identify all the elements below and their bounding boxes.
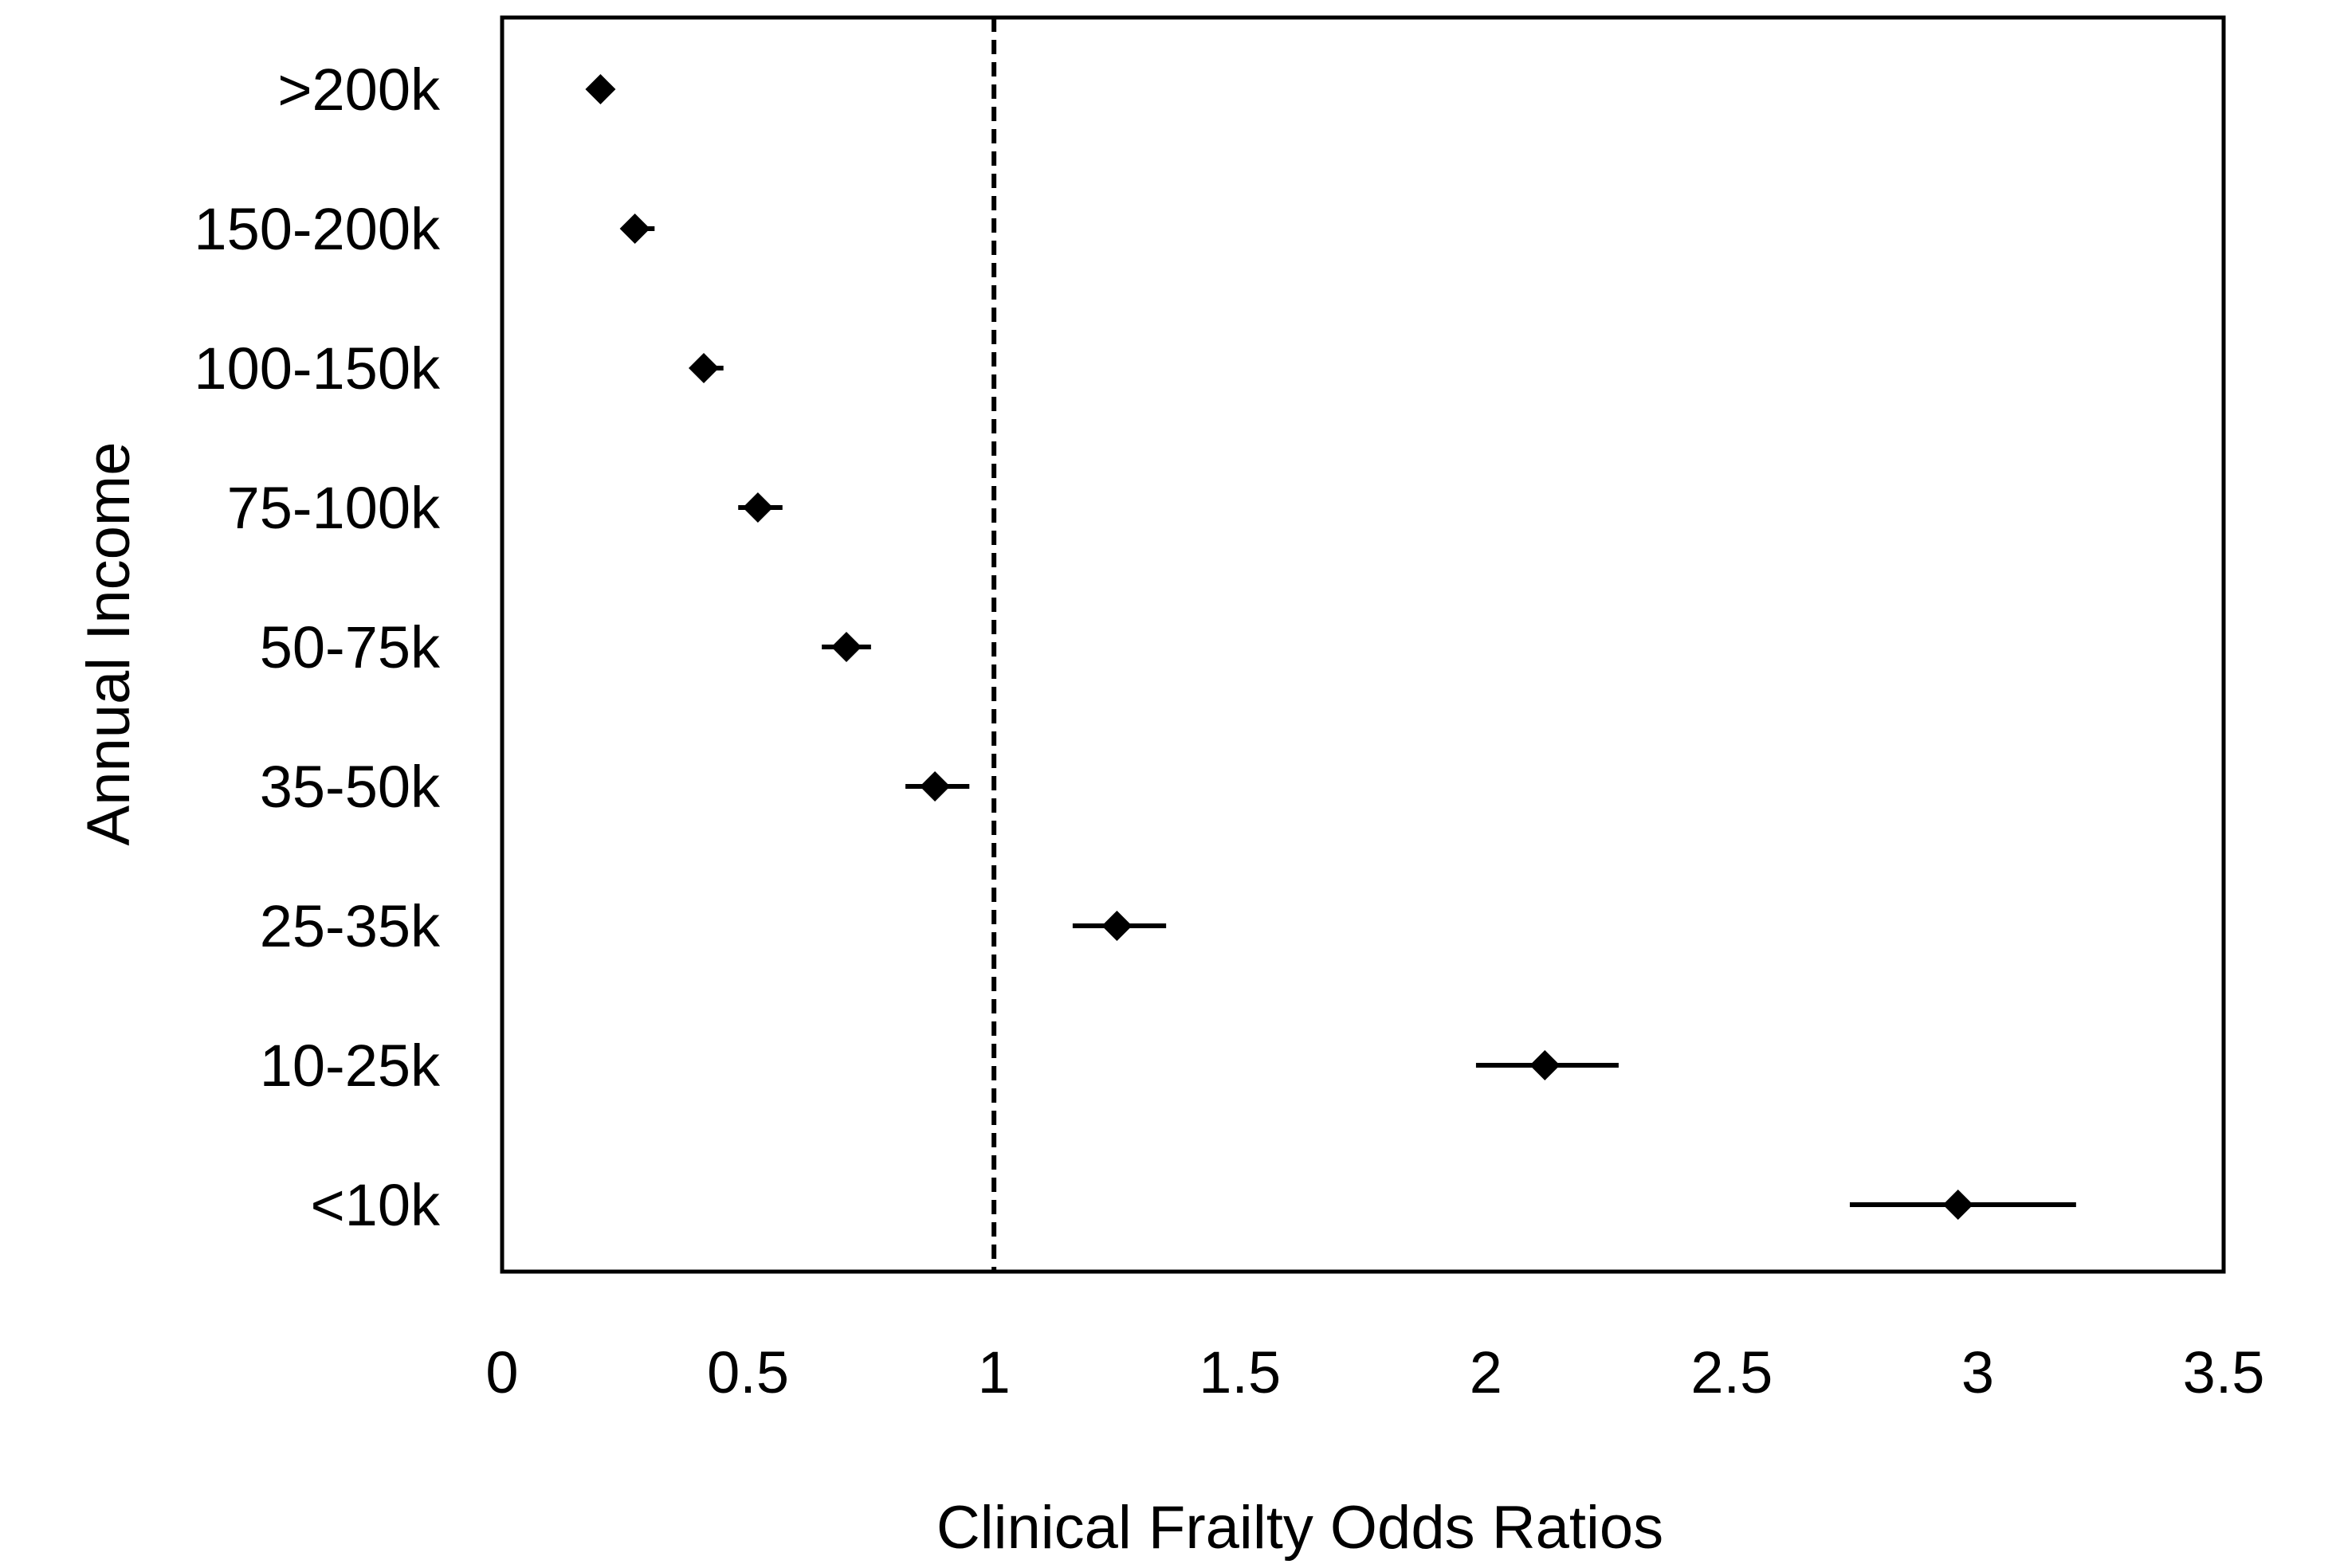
x-tick-label: 1.5: [1199, 1339, 1281, 1405]
y-axis-title: Annual Income: [75, 442, 143, 846]
plot-frame: [500, 15, 2226, 1274]
data-point-marker: [742, 492, 773, 523]
y-category-label: 50-75k: [260, 614, 441, 680]
y-category-label: 75-100k: [227, 475, 441, 541]
x-tick-label: 3.5: [2183, 1339, 2265, 1405]
y-category-label: <10k: [310, 1172, 441, 1238]
y-category-label: 10-25k: [260, 1033, 441, 1099]
data-point-marker: [1529, 1050, 1561, 1080]
y-category-label: >200k: [277, 57, 441, 123]
x-tick-label: 0.5: [707, 1339, 789, 1405]
x-tick-label: 0: [485, 1339, 518, 1405]
x-tick-label: 2: [1470, 1339, 1502, 1405]
y-category-label: 150-200k: [194, 196, 441, 262]
data-point-marker: [619, 214, 650, 244]
y-category-label: 35-50k: [260, 754, 441, 820]
x-tick-label: 2.5: [1690, 1339, 1773, 1405]
data-point-marker: [1101, 911, 1133, 941]
data-point-marker: [689, 353, 720, 383]
data-point-marker: [585, 74, 616, 104]
data-point-marker: [920, 771, 951, 802]
data-point-marker: [1942, 1190, 1973, 1220]
x-tick-label: 3: [1961, 1339, 1994, 1405]
y-category-label: 100-150k: [194, 335, 441, 402]
y-category-label: 25-35k: [260, 893, 441, 959]
x-tick-label: 1: [978, 1339, 1011, 1405]
data-point-marker: [831, 632, 862, 662]
x-axis-title: Clinical Frailty Odds Ratios: [936, 1494, 1663, 1562]
